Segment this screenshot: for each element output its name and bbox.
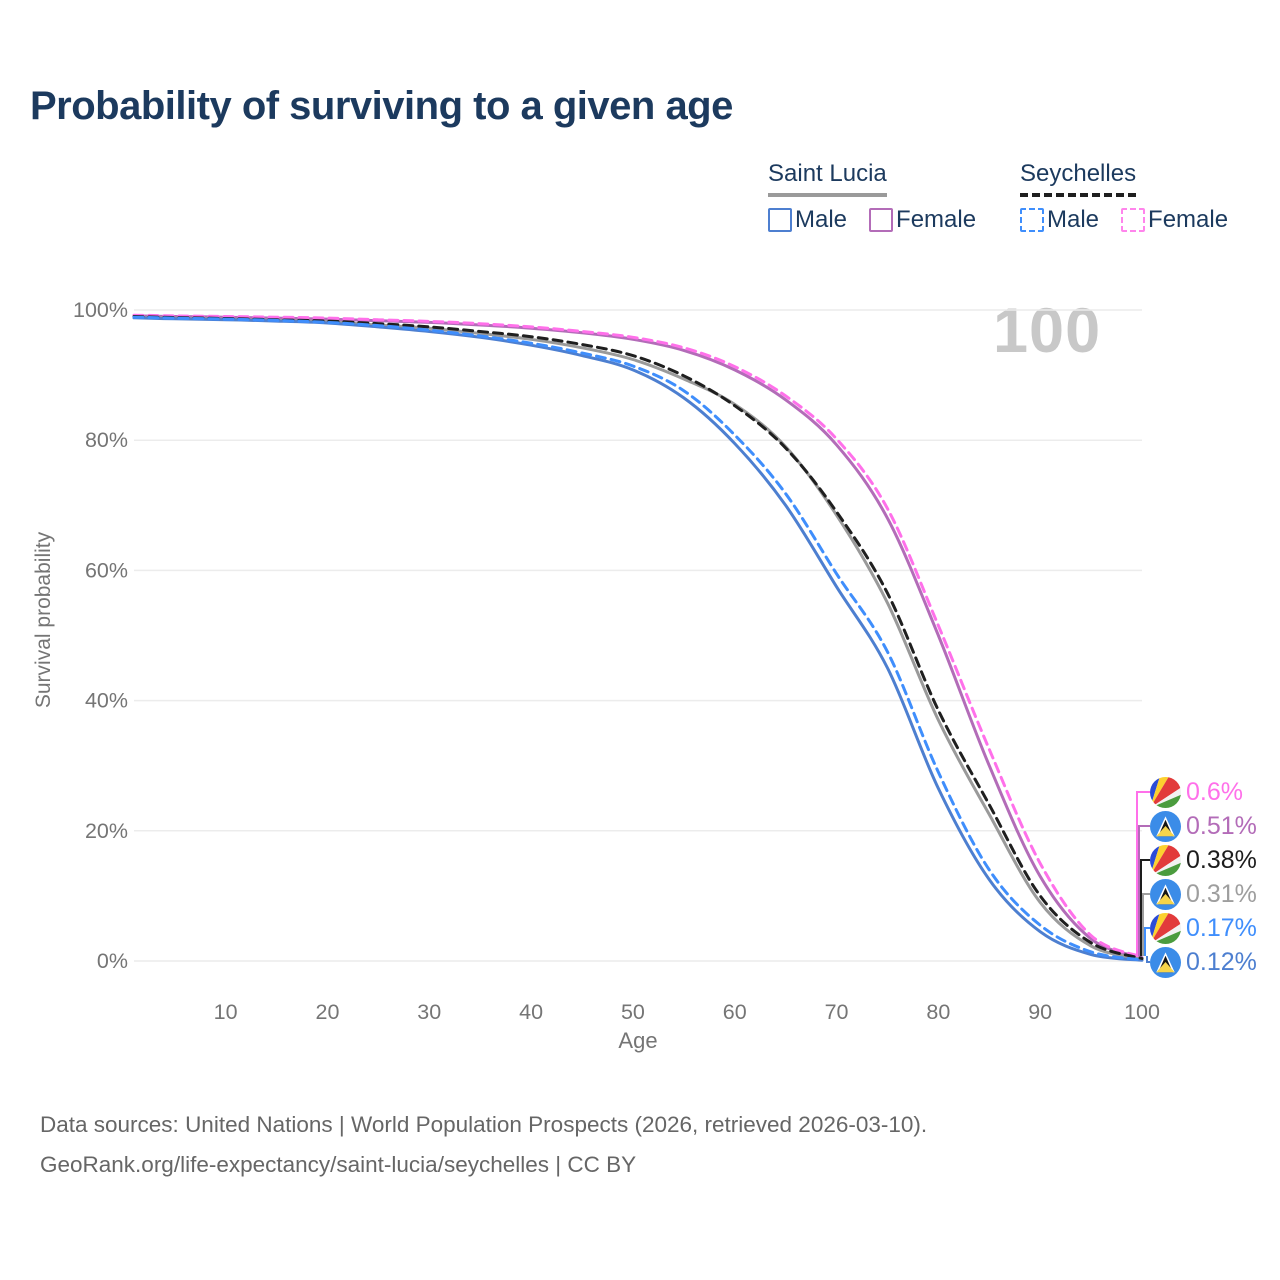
end-label-saint-lucia-male: 0.12% <box>1150 946 1257 978</box>
legend-items-saint-lucia: Male Female <box>768 206 976 234</box>
end-label-saint-lucia-total: 0.31% <box>1150 878 1257 910</box>
end-label-seychelles-total: 0.38% <box>1150 844 1257 876</box>
svg-text:0%: 0% <box>97 949 128 973</box>
svg-text:50: 50 <box>621 1000 645 1024</box>
legend-item-seychelles-female[interactable]: Female <box>1121 206 1228 234</box>
svg-text:30: 30 <box>417 1000 441 1024</box>
saint-lucia-flag-icon <box>1150 810 1181 842</box>
seychelles-flag-icon <box>1150 845 1181 876</box>
svg-text:60%: 60% <box>85 558 128 582</box>
legend-group-seychelles: Seychelles Male Female <box>1020 160 1228 234</box>
saint-lucia-flag-icon <box>1150 946 1181 978</box>
legend-label-female: Female <box>896 206 977 233</box>
watermark-age-100: 100 <box>993 296 1102 366</box>
saint-lucia-flag-icon <box>1150 878 1181 910</box>
y-axis-title: Survival probability <box>32 531 55 709</box>
saint-lucia-male-swatch-icon <box>768 208 792 232</box>
svg-text:100%: 100% <box>73 298 128 322</box>
svg-text:20: 20 <box>315 1000 339 1024</box>
svg-text:60: 60 <box>723 1000 747 1024</box>
end-value: 0.51% <box>1186 811 1257 840</box>
x-axis-title: Age <box>618 1028 658 1053</box>
legend-item-seychelles-male[interactable]: Male <box>1020 206 1099 234</box>
seychelles-male-swatch-icon <box>1020 208 1044 232</box>
end-value: 0.6% <box>1186 777 1243 806</box>
seychelles-female-swatch-icon <box>1121 208 1146 232</box>
end-value: 0.12% <box>1186 947 1257 976</box>
legend-group-saint-lucia: Saint Lucia Male Female <box>768 160 976 234</box>
series-seychelles-total <box>132 315 1144 960</box>
svg-text:90: 90 <box>1028 1000 1052 1024</box>
legend-label-male: Male <box>1047 206 1100 233</box>
legend-item-saint-lucia-female[interactable]: Female <box>869 206 976 234</box>
chart-legend: Saint Lucia Male Female Seychelles Male <box>0 160 1280 250</box>
end-label-seychelles-male: 0.17% <box>1150 912 1257 944</box>
legend-title-seychelles: Seychelles <box>1020 160 1137 197</box>
legend-items-seychelles: Male Female <box>1020 206 1228 234</box>
data-sources: Data sources: United Nations | World Pop… <box>40 1105 927 1185</box>
svg-text:20%: 20% <box>85 819 128 843</box>
data-sources-line2: GeoRank.org/life-expectancy/saint-lucia/… <box>40 1152 637 1177</box>
end-value: 0.31% <box>1186 879 1257 908</box>
page-title: Probability of surviving to a given age <box>30 84 733 128</box>
series-seychelles-female <box>132 313 1144 959</box>
legend-label-female: Female <box>1148 206 1229 233</box>
saint-lucia-female-swatch-icon <box>869 208 894 232</box>
series-saint-lucia-total <box>132 315 1144 961</box>
seychelles-flag-icon <box>1150 777 1181 808</box>
end-label-saint-lucia-female: 0.51% <box>1150 810 1257 842</box>
end-value: 0.17% <box>1186 913 1257 942</box>
legend-title-saint-lucia: Saint Lucia <box>768 160 887 197</box>
end-label-seychelles-female: 0.6% <box>1150 776 1243 808</box>
svg-text:70: 70 <box>825 1000 849 1024</box>
svg-text:10: 10 <box>214 1000 238 1024</box>
series-seychelles-male <box>132 315 1144 962</box>
svg-text:40%: 40% <box>85 689 128 713</box>
series-saint-lucia-male <box>132 316 1144 962</box>
svg-text:100: 100 <box>1124 1000 1160 1024</box>
svg-text:80: 80 <box>926 1000 950 1024</box>
data-sources-line1: Data sources: United Nations | World Pop… <box>40 1112 928 1137</box>
legend-item-saint-lucia-male[interactable]: Male <box>768 206 847 234</box>
svg-text:80%: 80% <box>85 428 128 452</box>
legend-label-male: Male <box>795 206 848 233</box>
end-value: 0.38% <box>1186 845 1257 874</box>
series-saint-lucia-female <box>132 314 1144 960</box>
seychelles-flag-icon <box>1150 913 1181 944</box>
svg-text:40: 40 <box>519 1000 543 1024</box>
